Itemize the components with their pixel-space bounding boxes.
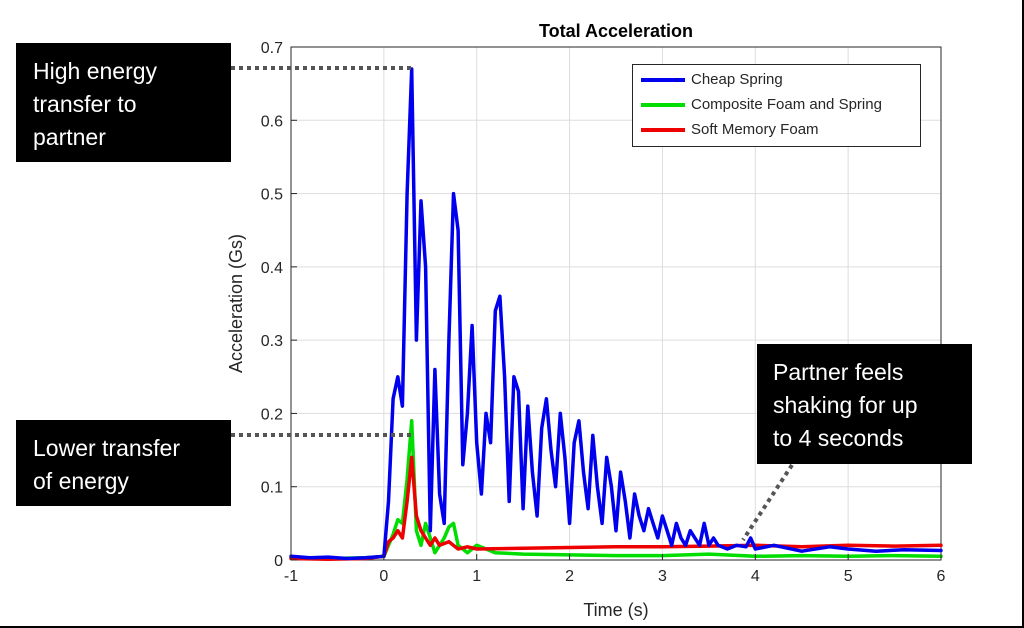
x-tick-label: 0 [379,568,388,585]
callout-partner-feels: Partner feels shaking for up to 4 second… [757,344,972,464]
legend-swatch [641,102,685,107]
legend: Cheap Spring Composite Foam and Spring S… [632,64,921,147]
series-line-composite-foam-and-spring [289,419,943,561]
legend-swatch [641,77,685,82]
series-lines [289,67,943,562]
callout-line: transfer to [33,91,137,117]
callout-line: of energy [33,468,129,494]
y-tick-label: 0.5 [261,187,283,204]
x-tick-label: 2 [565,568,574,585]
callout-line: partner [33,124,106,150]
chart-title: Total Acceleration [539,21,693,41]
annotation-leaders [231,66,794,542]
x-tick-label: 4 [751,568,760,585]
legend-label: Composite Foam and Spring [691,96,882,113]
legend-swatch [641,127,685,132]
callout-line: to 4 seconds [773,425,904,451]
x-tick-label: 6 [937,568,946,585]
callout-line: Partner feels [773,359,904,385]
x-axis-label: Time (s) [583,600,648,620]
x-tick-label: -1 [284,568,298,585]
x-tick-label: 3 [658,568,667,585]
legend-item-soft-memory-foam: Soft Memory Foam [633,117,920,142]
y-tick-label: 0.4 [261,260,283,277]
callout-high-energy: High energy transfer to partner [16,43,231,162]
x-tick-label: 1 [472,568,481,585]
y-tick-label: 0.3 [261,333,283,350]
x-tick-label: 5 [844,568,853,585]
legend-item-composite-foam: Composite Foam and Spring [633,92,920,117]
y-tick-label: 0.6 [261,113,283,130]
callout-line: Lower transfer [33,435,181,461]
y-tick-label: 0 [274,553,283,570]
callout-line: shaking for up [773,392,918,418]
series-line-cheap-spring [289,67,943,561]
leader-partner-feels [741,463,794,542]
legend-label: Cheap Spring [691,71,783,88]
legend-item-cheap-spring: Cheap Spring [633,67,920,92]
y-tick-label: 0.7 [261,40,283,57]
legend-label: Soft Memory Foam [691,121,819,138]
callout-lower-transfer: Lower transfer of energy [16,420,231,506]
y-tick-label: 0.2 [261,406,283,423]
y-tick-label: 0.1 [261,480,283,497]
y-axis-label: Acceleration (Gs) [226,234,246,373]
callout-line: High energy [33,58,158,84]
plot-area [290,46,942,561]
axis-ticks: -1 0 1 2 3 4 5 600.10.20.30.40.50.60.7 [261,40,946,585]
